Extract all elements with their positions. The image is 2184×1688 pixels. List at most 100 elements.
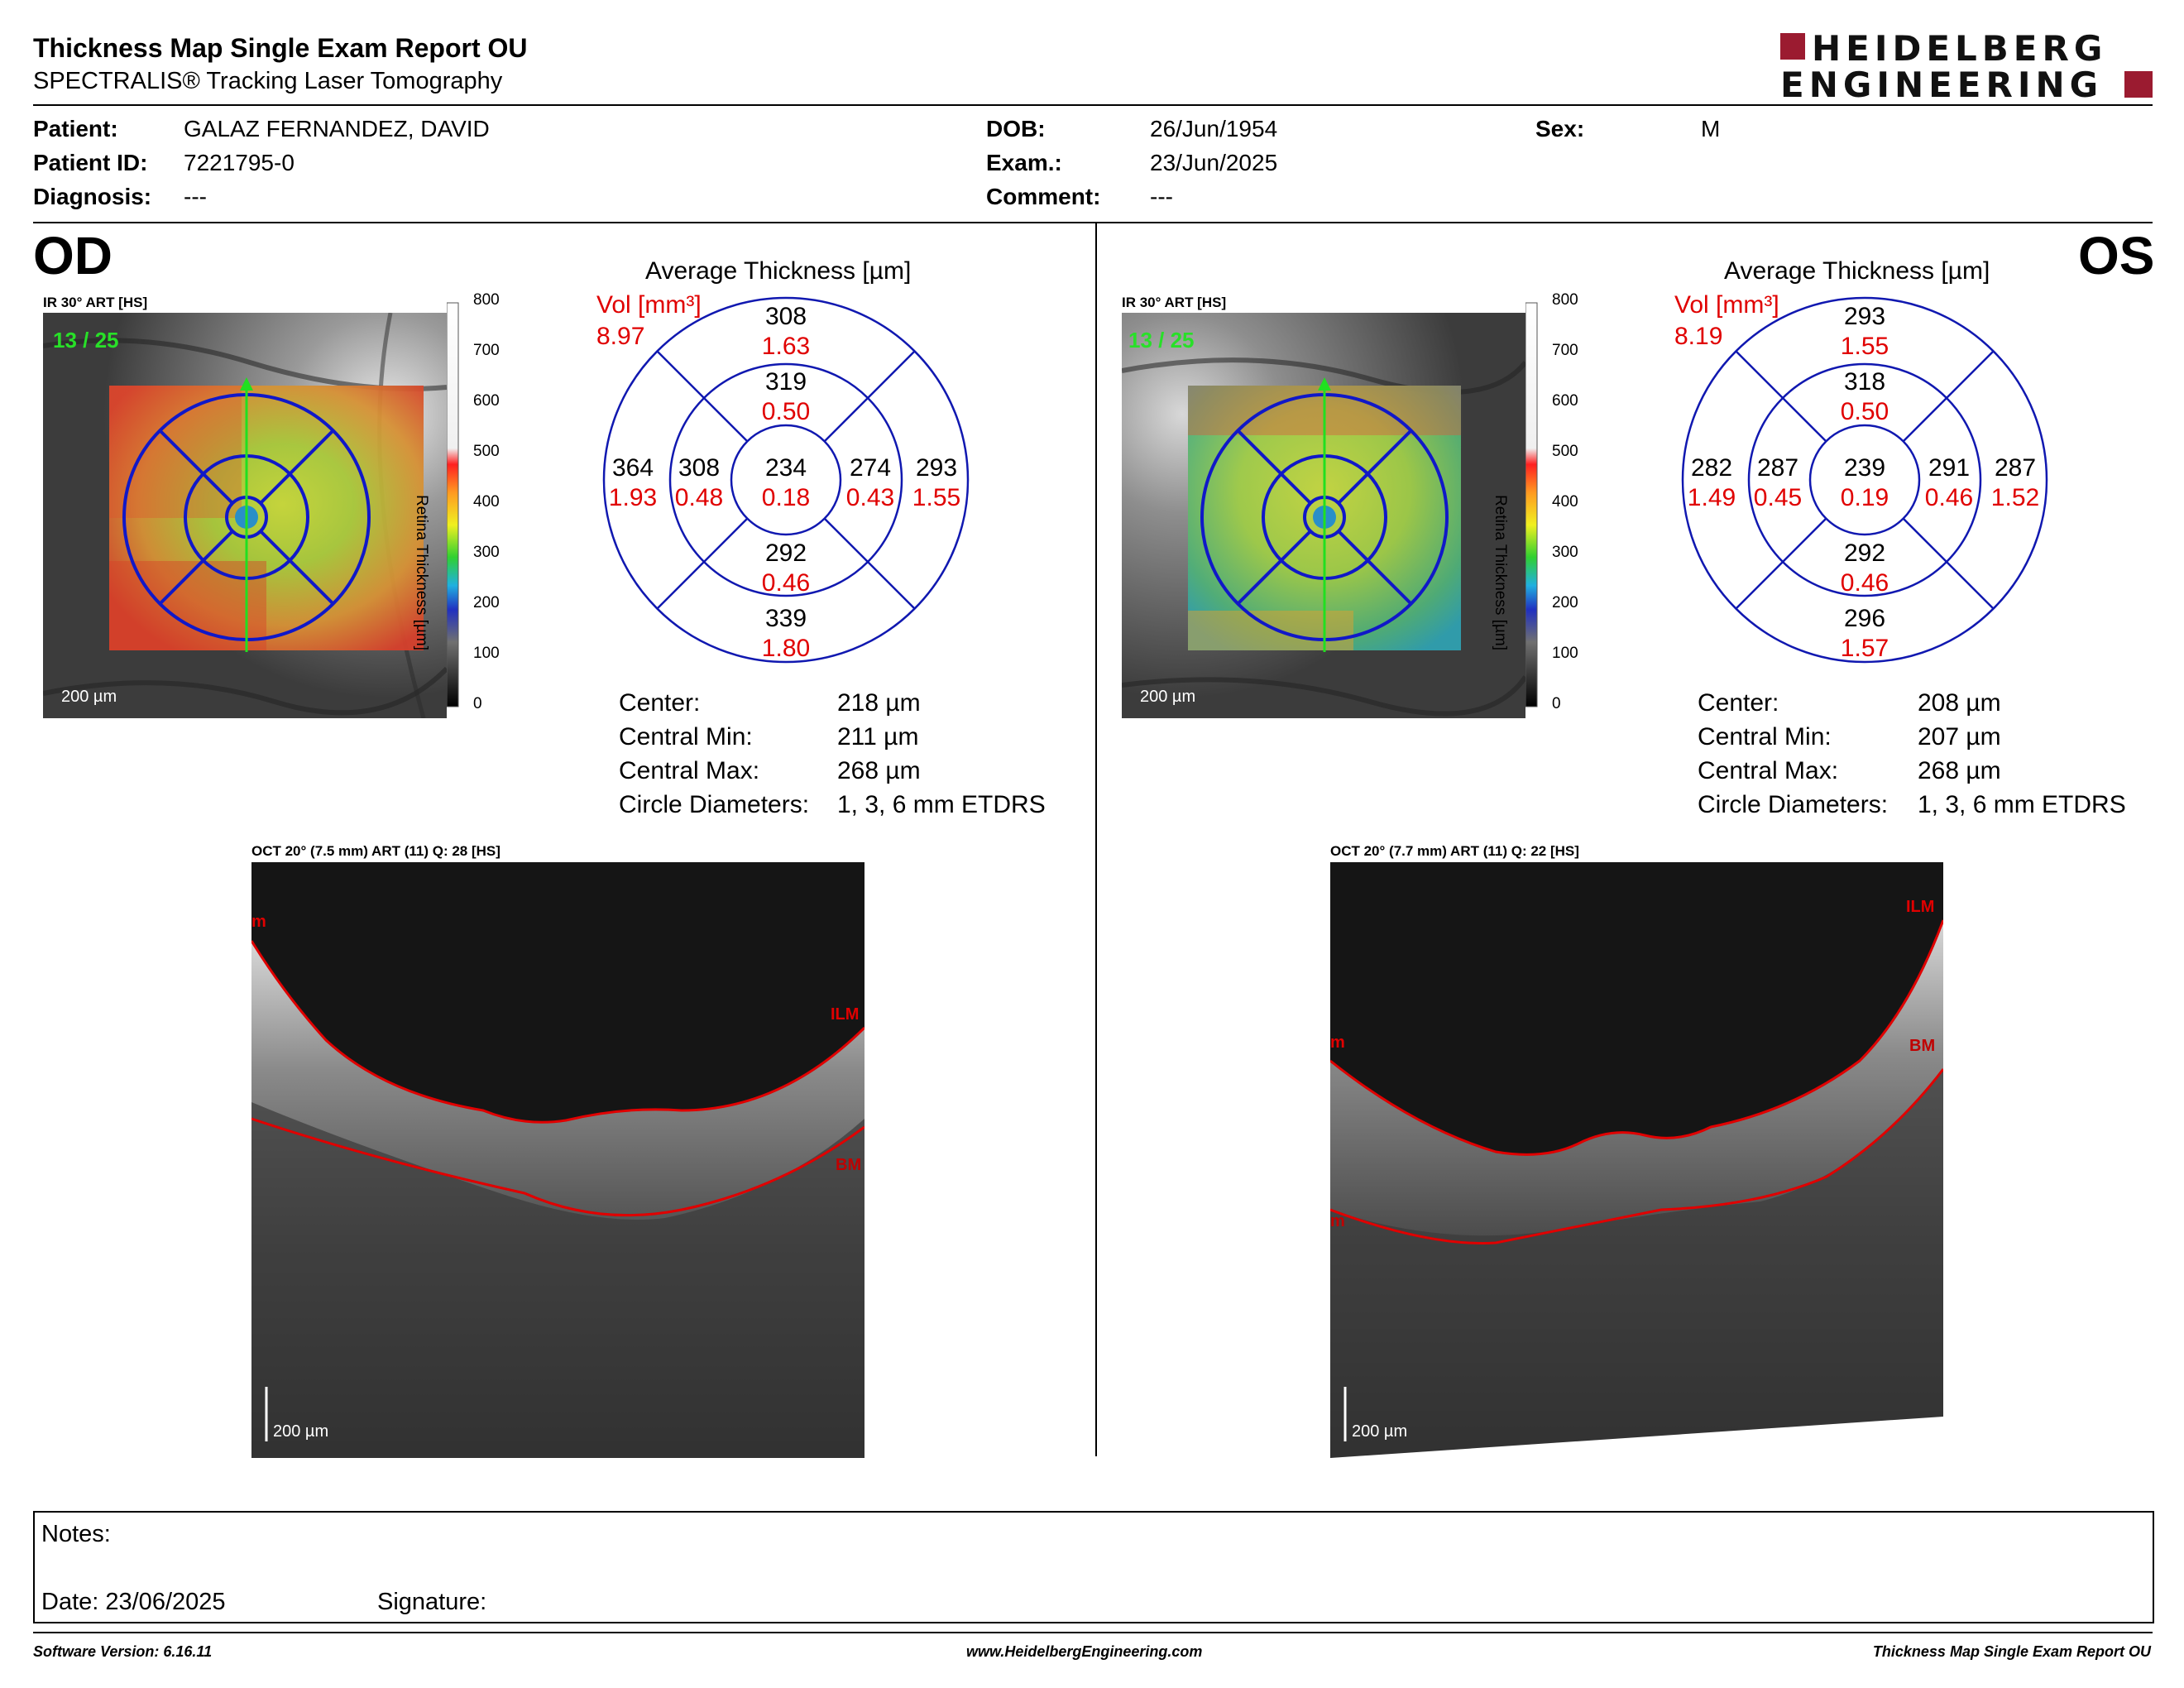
os-temp-inner-volume: 0.45 [1753, 484, 1803, 511]
colorbar-title-od: Retina Thickness [µm] [413, 495, 430, 650]
os-sup-inner-thickness: 318 [1843, 368, 1886, 396]
tick-od-700: 700 [473, 342, 500, 359]
fundus-thickness-map-os: 13 / 25 200 µm [1122, 313, 1525, 718]
od-max-label: Central Max: [619, 757, 760, 784]
tick-od-600: 600 [473, 392, 500, 410]
avg-thickness-title-od: Average Thickness [µm] [645, 257, 912, 285]
patient-divider [33, 222, 2153, 223]
footer-website-link[interactable]: www.HeidelbergEngineering.com [966, 1643, 1203, 1660]
tick-os-400: 400 [1552, 493, 1578, 511]
eye-label-os: OS [2078, 226, 2155, 285]
report-title: Thickness Map Single Exam Report OU [33, 33, 528, 63]
notes-box[interactable]: Notes: Date: 23/06/2025 Signature: [33, 1511, 2154, 1623]
od-sup-inner-thickness: 319 [764, 368, 807, 396]
layer-bm-od: BM [836, 1156, 861, 1174]
tick-od-400: 400 [473, 493, 500, 511]
layer-ilm-od: ILM [831, 1005, 859, 1024]
exam-label: Exam.: [986, 150, 1062, 175]
layer-ilm-os: ILM [1906, 898, 1934, 916]
od-center-thickness: 234 [764, 454, 807, 482]
eye-divider [1095, 223, 1097, 1456]
tick-od-800: 800 [473, 291, 500, 309]
os-temp-outer-volume: 1.49 [1687, 484, 1736, 511]
etdrs-grid-od [602, 296, 970, 664]
logo-line-1: HEIDELBERG [1812, 28, 2108, 69]
vol-total-od: 8.97 [596, 323, 645, 350]
diagnosis-label: Diagnosis: [33, 184, 152, 209]
os-diam-label: Circle Diameters: [1698, 791, 1889, 818]
os-center-value: 208 µm [1918, 689, 2001, 717]
od-nas-outer-thickness: 293 [915, 454, 958, 482]
os-max-value: 268 µm [1918, 757, 2001, 784]
os-nas-outer-volume: 1.52 [1990, 484, 2040, 511]
ir-label-os: IR 30° ART [HS] [1122, 295, 1227, 310]
logo-line-2: ENGINEERING [1780, 65, 2104, 105]
tick-od-300: 300 [473, 544, 500, 561]
avg-thickness-title-os: Average Thickness [µm] [1724, 257, 1990, 285]
dob-label: DOB: [986, 116, 1046, 141]
scalebar-os: 200 µm [1140, 688, 1195, 706]
tick-od-500: 500 [473, 443, 500, 460]
patient-id: 7221795-0 [184, 150, 295, 175]
colorbar-os [1525, 302, 1538, 707]
od-min-label: Central Min: [619, 723, 753, 750]
tick-os-300: 300 [1552, 544, 1578, 561]
od-temp-outer-thickness: 364 [611, 454, 654, 482]
signature-label: Signature: [377, 1589, 487, 1615]
tick-od-100: 100 [473, 645, 500, 662]
scalebar-od: 200 µm [61, 688, 117, 706]
od-min-value: 211 µm [837, 723, 919, 750]
od-nas-outer-volume: 1.55 [912, 484, 961, 511]
layer-edge-od: m [251, 913, 266, 931]
od-inf-outer-volume: 1.80 [761, 635, 811, 662]
os-inf-outer-thickness: 296 [1843, 605, 1886, 632]
patient-id-label: Patient ID: [33, 150, 148, 175]
os-inf-inner-volume: 0.46 [1840, 569, 1889, 597]
vol-label-od: Vol [mm³] [596, 291, 702, 319]
tick-os-200: 200 [1552, 594, 1578, 611]
eye-label-od: OD [33, 226, 113, 285]
od-center-volume: 0.18 [761, 484, 811, 511]
os-center-label: Center: [1698, 689, 1779, 717]
tick-od-0: 0 [473, 695, 482, 712]
oct-bscan-od: m ILM BM 200 µm [251, 862, 864, 1458]
od-nas-inner-volume: 0.43 [845, 484, 895, 511]
oct-scalebar-od: 200 µm [273, 1422, 328, 1441]
tick-od-200: 200 [473, 594, 500, 611]
sex-label: Sex: [1535, 116, 1585, 141]
diagnosis-value: --- [184, 184, 207, 209]
layer-edge-os-bottom: m [1330, 1212, 1345, 1230]
patient-label: Patient: [33, 116, 118, 141]
comment-value: --- [1150, 184, 1173, 209]
os-inf-inner-thickness: 292 [1843, 539, 1886, 567]
od-center-label: Center: [619, 689, 701, 717]
os-inf-outer-volume: 1.57 [1840, 635, 1889, 662]
os-sup-outer-volume: 1.55 [1840, 333, 1889, 360]
frame-counter-od: 13 / 25 [53, 328, 119, 352]
patient-name: GALAZ FERNANDEZ, DAVID [184, 116, 490, 141]
colorbar-od [447, 302, 459, 707]
od-inf-inner-thickness: 292 [764, 539, 807, 567]
os-temp-outer-thickness: 282 [1690, 454, 1733, 482]
od-sup-outer-thickness: 308 [764, 303, 807, 330]
header-divider [33, 104, 2153, 106]
od-sup-inner-volume: 0.50 [761, 398, 811, 425]
tick-os-0: 0 [1552, 695, 1561, 712]
oct-bscan-os: m ILM BM m 200 µm [1330, 862, 1943, 1458]
tick-os-700: 700 [1552, 342, 1578, 359]
os-nas-inner-volume: 0.46 [1924, 484, 1974, 511]
oct-label-os: OCT 20° (7.7 mm) ART (11) Q: 22 [HS] [1330, 843, 1579, 859]
os-diam-value: 1, 3, 6 mm ETDRS [1918, 791, 2126, 818]
od-diam-value: 1, 3, 6 mm ETDRS [837, 791, 1046, 818]
notes-date: Date: 23/06/2025 [41, 1589, 226, 1615]
tick-os-500: 500 [1552, 443, 1578, 460]
os-temp-inner-thickness: 287 [1756, 454, 1799, 482]
od-sup-outer-volume: 1.63 [761, 333, 811, 360]
od-center-value: 218 µm [837, 689, 921, 717]
footer-divider [33, 1632, 2153, 1633]
od-temp-outer-volume: 1.93 [608, 484, 658, 511]
exam-value: 23/Jun/2025 [1150, 150, 1278, 175]
os-center-thickness: 239 [1843, 454, 1886, 482]
tick-os-800: 800 [1552, 291, 1578, 309]
od-temp-inner-thickness: 308 [678, 454, 721, 482]
